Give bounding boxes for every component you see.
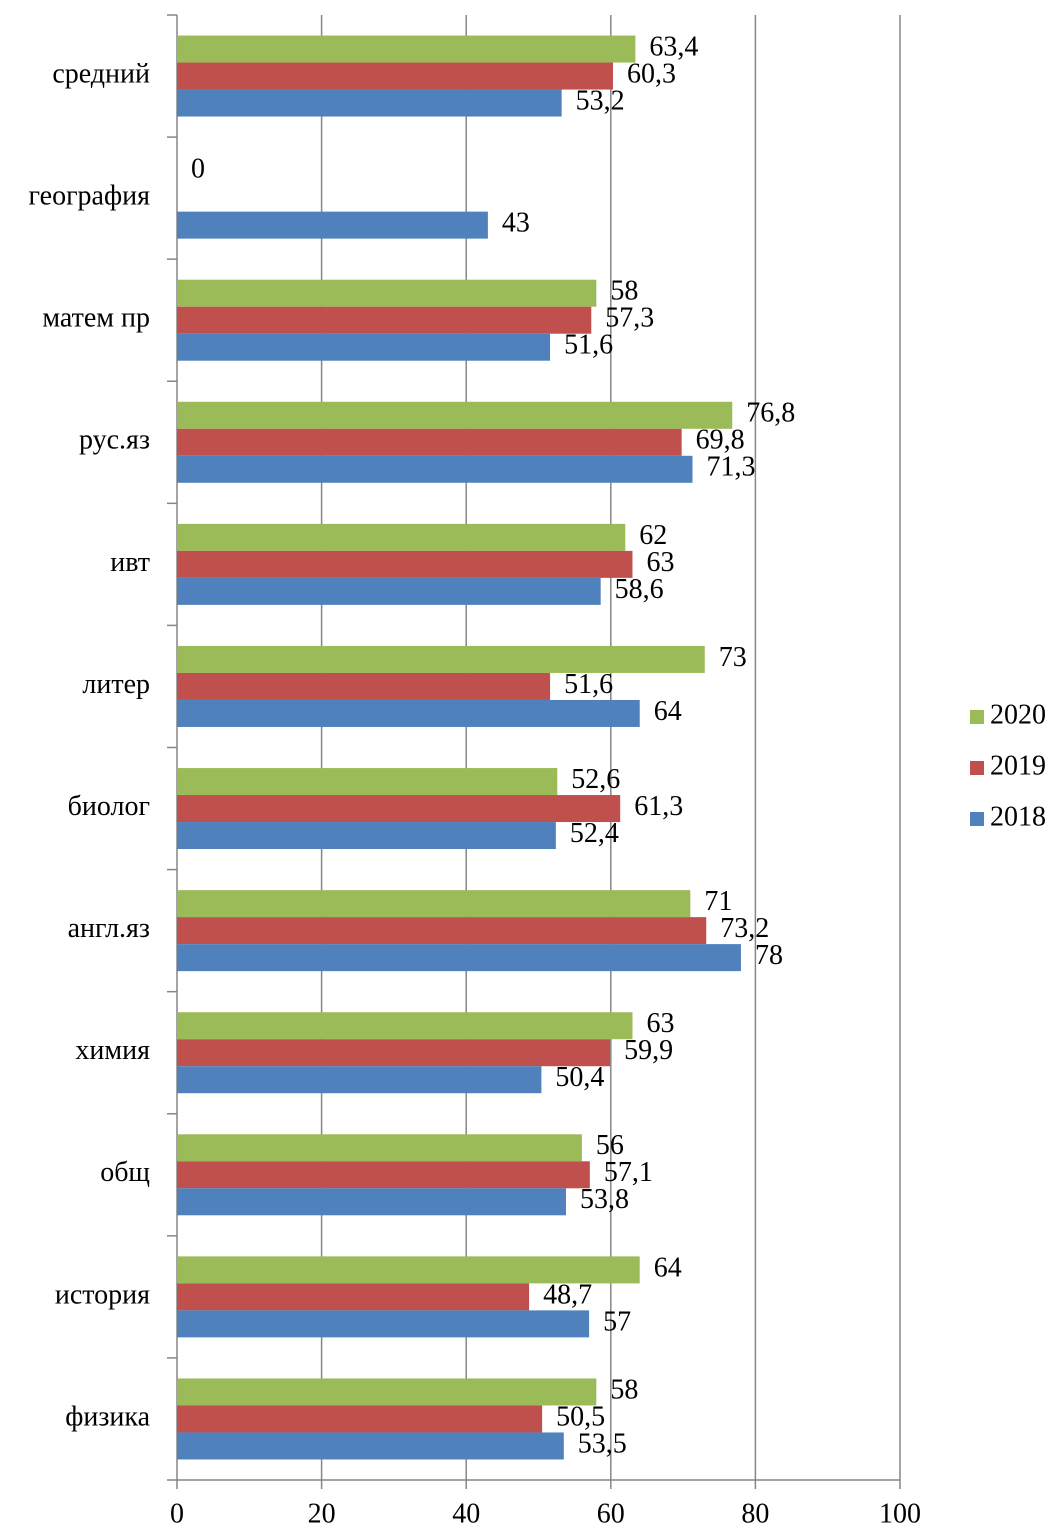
bar	[177, 1283, 530, 1311]
bar	[177, 917, 707, 945]
bar	[177, 523, 626, 551]
value-label: 52,6	[571, 764, 620, 795]
x-tick-label: 40	[452, 1498, 480, 1529]
legend-swatch	[970, 812, 984, 826]
value-label: 63,4	[649, 31, 698, 62]
value-label: 0	[191, 154, 205, 185]
bar	[177, 211, 488, 239]
value-label: 64	[654, 1252, 682, 1283]
y-tick-label: биолог	[68, 791, 150, 822]
value-label: 71	[704, 886, 732, 917]
bar	[177, 89, 562, 117]
y-tick-label: физика	[65, 1401, 150, 1432]
value-label: 69,8	[696, 425, 745, 456]
y-tick-label: география	[29, 181, 151, 212]
bar	[177, 279, 597, 307]
bar	[177, 1066, 542, 1094]
legend-swatch	[970, 761, 984, 775]
value-label: 63	[646, 1008, 674, 1039]
value-label: 60,3	[627, 58, 676, 89]
bar	[177, 944, 741, 972]
value-label: 51,6	[564, 669, 613, 700]
y-tick-label: рус.яз	[79, 425, 150, 456]
x-tick-label: 0	[170, 1498, 184, 1529]
bar	[177, 1405, 543, 1433]
x-tick-label: 60	[597, 1498, 625, 1529]
bar	[177, 1378, 597, 1406]
bar	[177, 1161, 590, 1189]
x-tick-label: 80	[741, 1498, 769, 1529]
value-label: 53,5	[578, 1428, 627, 1459]
bar	[177, 1310, 590, 1338]
bar	[177, 645, 705, 673]
bar	[177, 428, 682, 456]
legend-label: 2019	[990, 750, 1046, 781]
bar	[177, 699, 640, 727]
value-label: 59,9	[624, 1035, 673, 1066]
value-label: 57,1	[604, 1157, 653, 1188]
value-label: 50,4	[555, 1062, 604, 1093]
y-tick-label: история	[55, 1279, 150, 1310]
y-tick-label: химия	[75, 1035, 150, 1066]
bar	[177, 672, 551, 700]
value-label: 51,6	[564, 330, 613, 361]
bar	[177, 822, 556, 850]
value-label: 57,3	[605, 303, 654, 334]
value-label: 63	[646, 547, 674, 578]
y-tick-label: матем пр	[42, 303, 150, 334]
x-tick-label: 20	[308, 1498, 336, 1529]
bar	[177, 1134, 582, 1162]
value-label: 64	[654, 696, 682, 727]
bar	[177, 455, 693, 483]
value-label: 43	[502, 208, 530, 239]
value-label: 76,8	[746, 398, 795, 429]
bar	[177, 1256, 640, 1284]
bar	[177, 768, 558, 796]
y-tick-label: литер	[82, 669, 150, 700]
bar	[177, 35, 636, 63]
bar	[177, 550, 633, 578]
value-label: 58	[610, 1374, 638, 1405]
bar	[177, 577, 601, 605]
value-label: 53,2	[576, 85, 625, 116]
bar	[177, 890, 691, 918]
value-label: 52,4	[570, 818, 619, 849]
bar	[177, 1188, 566, 1216]
y-tick-label: средний	[52, 58, 150, 89]
x-tick-label: 100	[879, 1498, 921, 1529]
bar	[177, 1039, 611, 1067]
value-label: 73	[719, 642, 747, 673]
value-label: 78	[755, 940, 783, 971]
legend-swatch	[970, 710, 984, 724]
value-label: 61,3	[634, 791, 683, 822]
value-label: 57	[603, 1306, 631, 1337]
value-label: 56	[596, 1130, 624, 1161]
bar	[177, 333, 551, 361]
legend-label: 2020	[990, 699, 1046, 730]
value-label: 73,2	[720, 913, 769, 944]
y-tick-label: общ	[100, 1157, 150, 1188]
value-label: 62	[639, 520, 667, 551]
bar	[177, 62, 613, 90]
bar	[177, 306, 592, 334]
value-label: 71,3	[706, 452, 755, 483]
legend-label: 2018	[990, 801, 1046, 832]
bar	[177, 1012, 633, 1040]
bar	[177, 1432, 564, 1460]
bar	[177, 401, 733, 429]
y-tick-label: ивт	[110, 547, 150, 578]
value-label: 50,5	[556, 1401, 605, 1432]
value-label: 53,8	[580, 1184, 629, 1215]
bar	[177, 795, 621, 823]
value-label: 48,7	[543, 1279, 592, 1310]
value-label: 58,6	[615, 574, 664, 605]
value-label: 58	[610, 276, 638, 307]
y-tick-label: англ.яз	[68, 913, 150, 944]
